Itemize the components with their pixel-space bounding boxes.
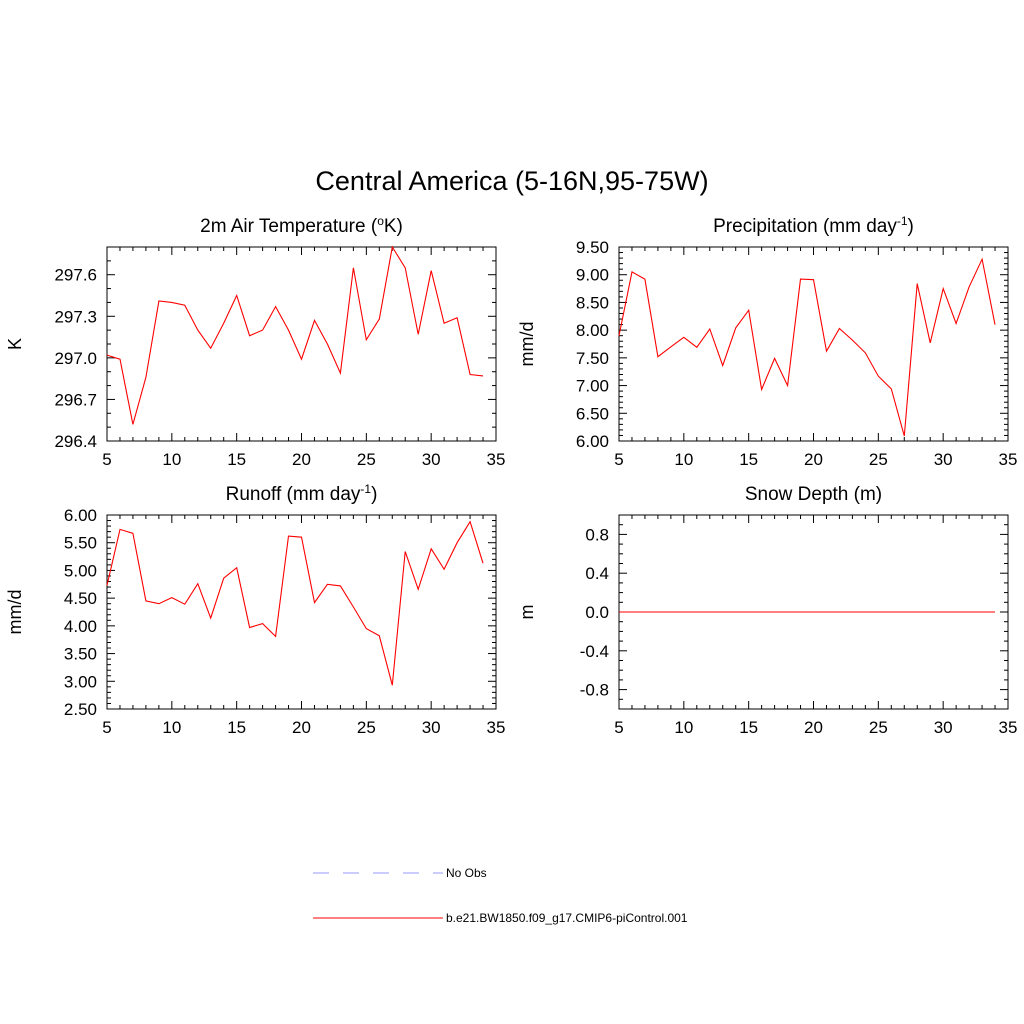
x-tick-label: 30 bbox=[934, 718, 953, 737]
legend: No Obs b.e21.BW1850.f09_g17.CMIP6-piCont… bbox=[313, 866, 688, 925]
x-tick-label: 5 bbox=[614, 450, 623, 469]
panel-title-end: K) bbox=[384, 216, 403, 237]
panel-title: Snow Depth (m) bbox=[745, 484, 882, 505]
x-tick-label: 20 bbox=[804, 450, 823, 469]
x-tick-label: 20 bbox=[292, 450, 311, 469]
panel-4: Snow Depth (m) m 5 10 15 20 25 30 35 -0.8 -0.4 0.0 0… bbox=[517, 484, 1017, 737]
series-line-model bbox=[106, 520, 484, 686]
panel-title-main: Snow Depth (m) bbox=[745, 484, 882, 505]
x-tick-label: 10 bbox=[162, 450, 181, 469]
x-tick-label: 35 bbox=[487, 718, 506, 737]
y-tick-label: 0.0 bbox=[585, 603, 609, 622]
y-tick-label: 6.00 bbox=[576, 432, 609, 451]
panel-title-superscript: -1 bbox=[897, 214, 908, 228]
panel-title-main: 2m Air Temperature ( bbox=[200, 216, 378, 237]
series-line-model bbox=[106, 245, 484, 425]
x-tick-label: 20 bbox=[804, 718, 823, 737]
x-tick-label: 30 bbox=[422, 718, 441, 737]
x-tick-label: 25 bbox=[869, 718, 888, 737]
x-tick-label: 15 bbox=[227, 450, 246, 469]
y-tick-label: 3.00 bbox=[64, 672, 97, 691]
y-tick-label: -0.8 bbox=[580, 681, 609, 700]
x-tick-label: 15 bbox=[227, 718, 246, 737]
panels: 2m Air Temperature (oK) K 5 10 15 20 25 30 35 296… bbox=[5, 214, 1017, 737]
x-tick-label: 15 bbox=[739, 718, 758, 737]
y-tick-label: 296.7 bbox=[54, 390, 97, 409]
y-axis-label: mm/d bbox=[5, 590, 25, 635]
x-tick-label: 10 bbox=[674, 450, 693, 469]
y-tick-label: 8.50 bbox=[576, 293, 609, 312]
y-tick-label: 8.00 bbox=[576, 321, 609, 340]
y-tick-label: 6.00 bbox=[64, 506, 97, 525]
x-tick-label: 25 bbox=[357, 450, 376, 469]
x-tick-label: 10 bbox=[674, 718, 693, 737]
panel-title-end: ) bbox=[371, 484, 377, 505]
y-tick-label: 297.3 bbox=[54, 307, 97, 326]
y-axis-label: m bbox=[517, 605, 537, 620]
y-axis-label: mm/d bbox=[517, 322, 537, 367]
panel-title-main: Precipitation (mm day bbox=[713, 216, 897, 237]
x-tick-label: 5 bbox=[102, 718, 111, 737]
x-tick-label: 5 bbox=[614, 718, 623, 737]
y-tick-label: 3.50 bbox=[64, 645, 97, 664]
x-tick-label: 5 bbox=[102, 450, 111, 469]
y-tick-label: 6.50 bbox=[576, 404, 609, 423]
x-tick-label: 35 bbox=[999, 450, 1018, 469]
x-tick-label: 30 bbox=[934, 450, 953, 469]
x-tick-label: 25 bbox=[869, 450, 888, 469]
y-tick-label: 7.50 bbox=[576, 349, 609, 368]
figure-title: Central America (5-16N,95-75W) bbox=[315, 166, 708, 196]
y-tick-label: 5.00 bbox=[64, 561, 97, 580]
y-tick-label: 296.4 bbox=[54, 432, 97, 451]
y-tick-label: 0.4 bbox=[585, 564, 609, 583]
panel-title: Runoff (mm day-1) bbox=[226, 482, 378, 505]
panel-title: 2m Air Temperature (oK) bbox=[200, 214, 403, 237]
y-tick-label: 5.50 bbox=[64, 534, 97, 553]
panel-title-end: ) bbox=[908, 216, 914, 237]
x-tick-label: 10 bbox=[162, 718, 181, 737]
legend-obs-label: No Obs bbox=[446, 866, 487, 880]
panel-1: 2m Air Temperature (oK) K 5 10 15 20 25 30 35 296… bbox=[5, 214, 505, 469]
series-line-model bbox=[618, 257, 996, 437]
x-tick-label: 30 bbox=[422, 450, 441, 469]
panel-title: Precipitation (mm day-1) bbox=[713, 214, 914, 237]
x-tick-label: 25 bbox=[357, 718, 376, 737]
x-tick-label: 15 bbox=[739, 450, 758, 469]
legend-model-label: b.e21.BW1850.f09_g17.CMIP6-piControl.001 bbox=[446, 911, 688, 925]
y-tick-label: 9.50 bbox=[576, 238, 609, 257]
x-tick-label: 35 bbox=[487, 450, 506, 469]
x-tick-label: 35 bbox=[999, 718, 1018, 737]
y-tick-label: 0.8 bbox=[585, 525, 609, 544]
y-tick-label: -0.4 bbox=[580, 642, 609, 661]
panel-title-superscript: o bbox=[377, 214, 384, 228]
panel-title-superscript: -1 bbox=[360, 482, 371, 496]
y-tick-label: 4.50 bbox=[64, 589, 97, 608]
y-axis-label: K bbox=[5, 338, 25, 350]
y-tick-label: 4.00 bbox=[64, 617, 97, 636]
y-tick-label: 7.00 bbox=[576, 377, 609, 396]
y-tick-label: 2.50 bbox=[64, 700, 97, 719]
y-tick-label: 297.6 bbox=[54, 266, 97, 285]
panel-title-main: Runoff (mm day bbox=[226, 484, 361, 505]
x-tick-label: 20 bbox=[292, 718, 311, 737]
panel-2: Precipitation (mm day-1) mm/d 5 10 15 20 25 30 3… bbox=[517, 214, 1017, 469]
panel-3: Runoff (mm day-1) mm/d 5 10 15 20 25 30 35 2.50 3.… bbox=[5, 482, 505, 737]
y-tick-label: 9.00 bbox=[576, 266, 609, 285]
y-tick-label: 297.0 bbox=[54, 349, 97, 368]
